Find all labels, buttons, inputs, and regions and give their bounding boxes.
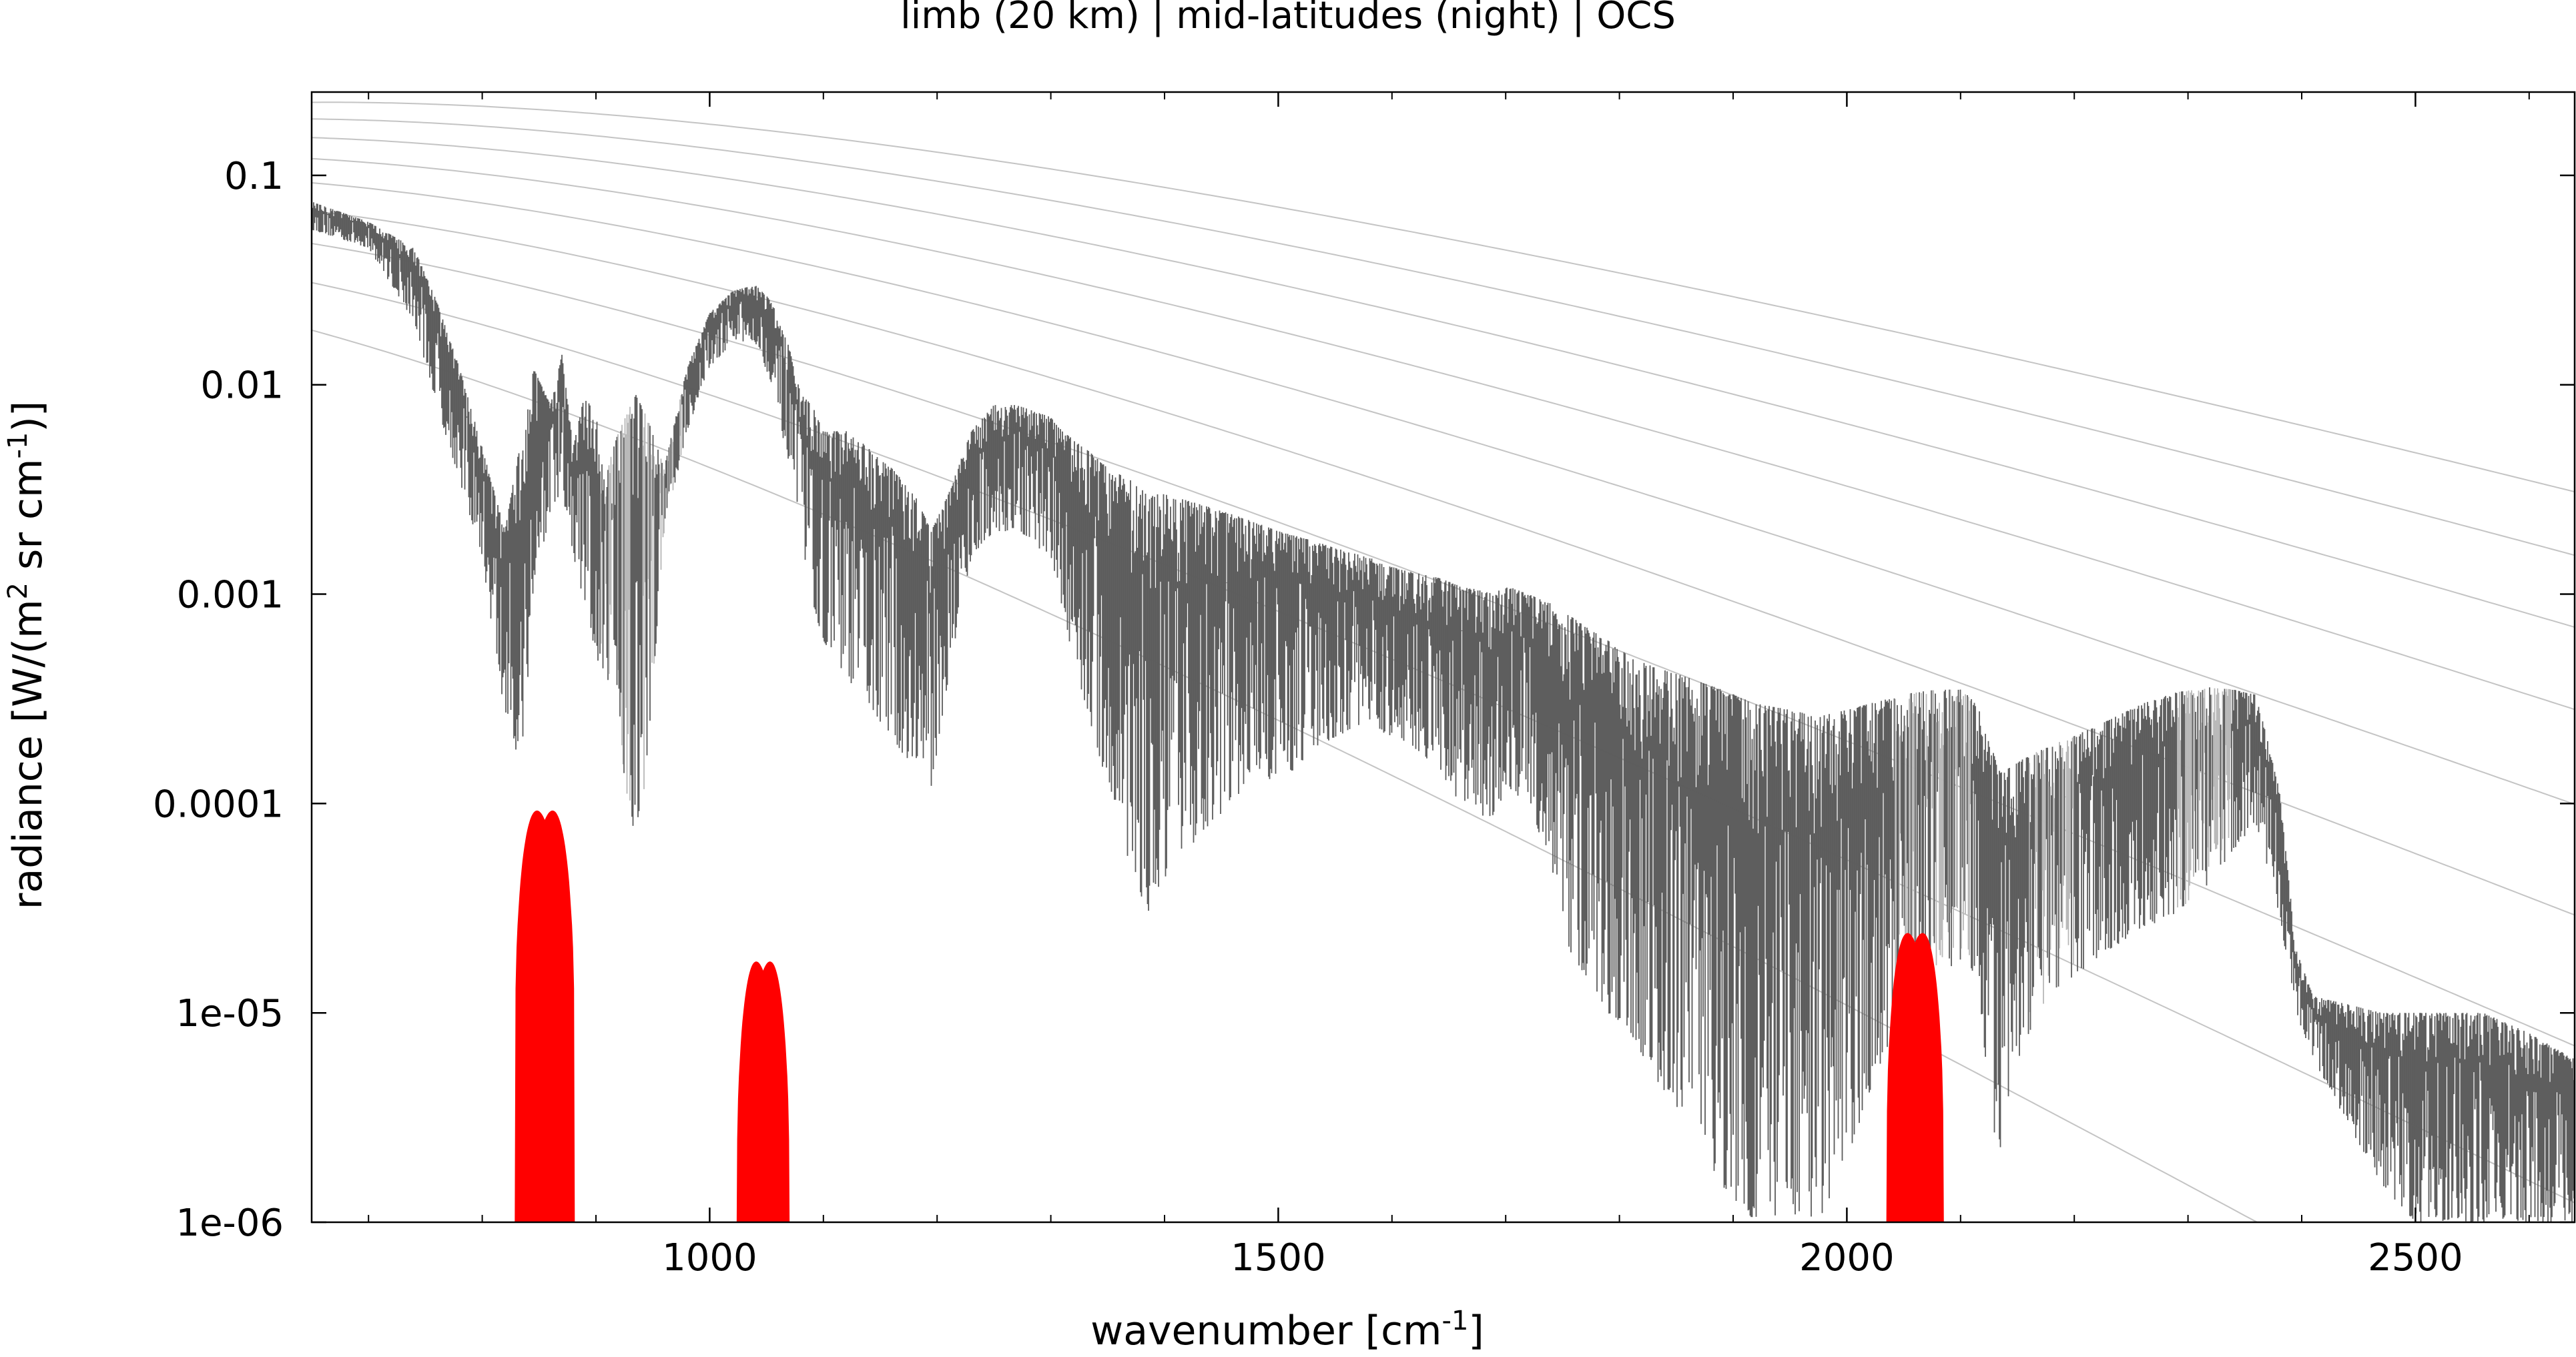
ocs-bands [515,810,1945,1222]
chart-title: limb (20 km) | mid-latitudes (night) | O… [900,0,1676,37]
x-axis-label: wavenumber [cm-1] [1090,1306,1484,1354]
y-axis-ticks: 0.1 0.01 0.001 0.0001 1e-05 1e-06 [153,155,2575,1245]
x-tick-label: 1500 [1231,1236,1326,1280]
radiance-spectrum [312,201,2575,1222]
ocs-band-3 [1886,933,1945,1222]
planck-curve-300k [312,137,2575,628]
planck-curve-340k [312,101,2575,493]
ocs-band-1 [515,810,575,1222]
planck-curve-260k [312,182,2575,805]
plot-frame [310,91,2576,1224]
y-tick-label: 1e-06 [176,1202,284,1245]
x-tick-label: 2500 [2368,1236,2463,1280]
x-axis-ticks: 1000 1500 2000 2500 [368,92,2530,1280]
x-tick-label: 2000 [1799,1236,1895,1280]
y-tick-label: 1e-05 [176,992,284,1035]
y-axis-label: radiance [W/(m2 sr cm-1)] [3,401,51,909]
planck-curve-280k [312,157,2575,711]
y-tick-label: 0.001 [177,574,284,617]
planck-curve-180k [312,329,2259,1222]
y-tick-label: 0.0001 [153,783,284,826]
planck-curve-320k [312,118,2575,556]
x-tick-label: 1000 [662,1236,757,1280]
planck-curve-220k [312,243,2575,1047]
y-tick-label: 0.1 [224,155,284,198]
ocs-band-2 [736,961,790,1222]
y-tick-label: 0.01 [200,364,284,408]
